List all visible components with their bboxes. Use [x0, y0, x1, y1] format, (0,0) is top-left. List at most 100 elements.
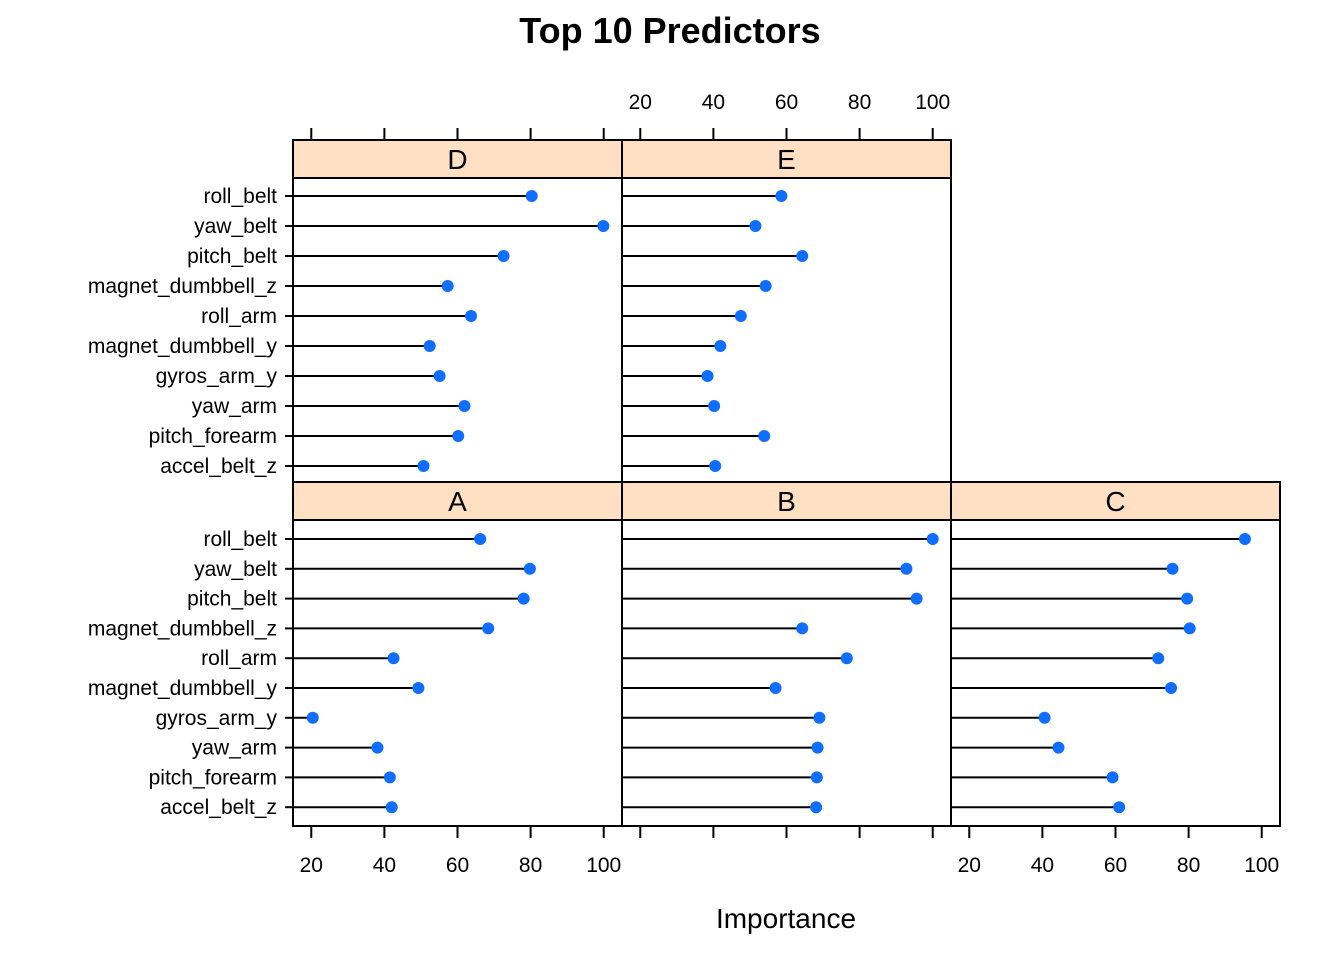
data-point [1181, 592, 1194, 605]
row-label: pitch_forearm [149, 425, 277, 448]
x-tick-label: 100 [586, 854, 621, 877]
data-point [775, 190, 788, 202]
x-tick-label: 60 [775, 91, 798, 114]
data-point [465, 310, 478, 322]
data-point [910, 592, 923, 605]
row-label: roll_arm [201, 305, 277, 328]
x-tick-label: 20 [629, 91, 652, 114]
x-axis-label: Importance [716, 903, 856, 934]
row-label: yaw_belt [194, 558, 277, 581]
data-point [1106, 771, 1119, 784]
x-tick-label: 80 [519, 854, 542, 877]
data-point [383, 771, 396, 784]
data-point [900, 562, 913, 575]
panel-strip-label: C [1105, 486, 1125, 517]
x-tick-label: 40 [373, 854, 396, 877]
x-tick-label: 100 [1244, 854, 1279, 877]
x-tick-label: 40 [1031, 854, 1054, 877]
row-label: yaw_arm [192, 737, 277, 760]
row-label: accel_belt_z [160, 455, 277, 478]
data-point [734, 310, 747, 322]
data-point [412, 682, 425, 694]
data-point [1152, 652, 1165, 665]
x-tick-label: 100 [915, 91, 950, 114]
data-point [810, 801, 823, 814]
row-label: accel_belt_z [160, 796, 277, 819]
data-point [371, 741, 384, 754]
data-point [1052, 741, 1065, 754]
data-point [497, 250, 510, 262]
panel-strip [621, 139, 952, 179]
data-point [810, 771, 823, 784]
row-label: pitch_belt [187, 588, 277, 611]
panel-frame [292, 481, 623, 827]
data-point [840, 652, 853, 665]
data-point [796, 250, 809, 262]
panel-b: B [621, 481, 952, 827]
chart-title: Top 10 Predictors [519, 10, 820, 51]
x-tick-label: 80 [1177, 854, 1200, 877]
data-point [811, 741, 824, 754]
data-point [417, 460, 430, 472]
row-label: magnet_dumbbell_y [88, 677, 278, 700]
row-label: yaw_belt [194, 215, 277, 238]
data-point [525, 190, 538, 202]
row-label: roll_arm [201, 647, 277, 670]
data-point [701, 370, 714, 382]
data-point [385, 801, 398, 814]
data-point [1183, 622, 1196, 635]
row-label: pitch_forearm [149, 766, 277, 789]
row-label: roll_belt [203, 528, 277, 551]
panel-a: A [292, 481, 623, 827]
row-label: pitch_belt [187, 245, 277, 268]
data-point [387, 652, 400, 665]
panel-e: E [621, 139, 952, 483]
data-point [1238, 533, 1251, 545]
data-point [1038, 711, 1051, 724]
panel-frame [621, 139, 952, 483]
x-tick-label: 80 [848, 91, 871, 114]
panel-strip-label: D [447, 144, 467, 175]
panel-strip-label: A [448, 486, 467, 517]
x-tick-label: 20 [958, 854, 981, 877]
axes-layer: roll_belt yaw_belt pitch_belt magnet_dumbbe… [88, 91, 1279, 877]
data-point [769, 682, 782, 694]
panel-frame [621, 481, 952, 827]
panel-strip-label: E [777, 144, 796, 175]
panel-strip [292, 481, 623, 521]
x-tick-label: 60 [1104, 854, 1127, 877]
data-point [441, 280, 454, 292]
data-point [523, 562, 536, 575]
data-point [796, 622, 809, 635]
data-point [433, 370, 446, 382]
x-tick-label: 20 [300, 854, 323, 877]
data-point [813, 711, 826, 724]
data-point [474, 533, 487, 545]
data-point [926, 533, 939, 545]
row-label: magnet_dumbbell_z [88, 275, 277, 298]
panels-layer: A B C D E [292, 139, 1281, 827]
data-point [759, 280, 772, 292]
data-point [1166, 562, 1179, 575]
data-point [306, 711, 319, 724]
x-tick-label: 40 [702, 91, 725, 114]
data-point [709, 460, 722, 472]
data-point [597, 220, 610, 232]
x-tick-label: 60 [446, 854, 469, 877]
panel-strip-label: B [777, 486, 796, 517]
row-label: roll_belt [203, 185, 277, 208]
data-point [714, 340, 727, 352]
data-point [749, 220, 762, 232]
row-label: magnet_dumbbell_y [88, 335, 278, 358]
row-label: magnet_dumbbell_z [88, 617, 277, 640]
row-label: gyros_arm_y [156, 707, 278, 730]
row-label: yaw_arm [192, 395, 277, 418]
data-point [452, 430, 465, 442]
panel-strip [950, 481, 1281, 521]
data-point [1113, 801, 1126, 814]
data-point [517, 592, 530, 605]
panel-d: D [292, 139, 623, 483]
data-point [423, 340, 436, 352]
data-point [458, 400, 471, 412]
